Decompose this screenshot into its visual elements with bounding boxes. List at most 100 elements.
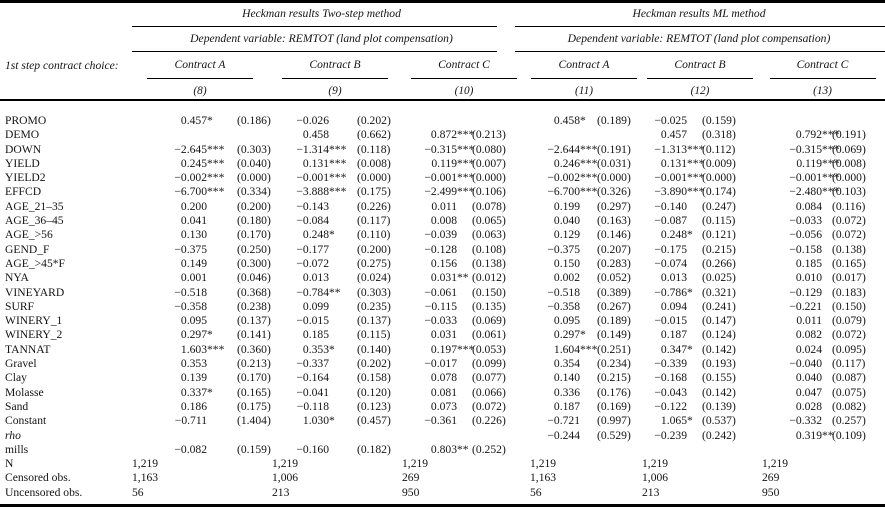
column-number-13: (13) (813, 85, 832, 97)
standard-error: (0.241) (702, 299, 736, 313)
standard-error: (0.065) (472, 214, 506, 228)
standard-error (329, 429, 400, 443)
standard-error: (0.052) (597, 271, 631, 285)
coefficient-value: 0.040 (760, 371, 822, 385)
coefficient-value: −0.711 (130, 414, 207, 428)
table-row: Gravel 0.353 (0.213) −0.337 (0.202) −0.017 (0.… (0, 357, 885, 371)
coefficient-value: 1.030 * (302, 414, 335, 428)
contract-row: Contract A Contract B Contract C Contrac… (0, 52, 885, 80)
standard-error: (0.137) (357, 314, 391, 328)
table-row: TANNAT 1.603 *** (0.360) 0.353 * (0.140) 0.197 *… (0, 343, 885, 357)
value-number: 1,219 (642, 457, 669, 471)
dependent-variable-left: Dependent variable: REMTOT (land plot co… (130, 27, 513, 52)
coefficient-value: 0.008 (400, 214, 457, 228)
coefficient-value (528, 128, 580, 142)
standard-error: (0.040) (237, 156, 271, 170)
value-number: −0.175 (654, 242, 687, 256)
row-label: rho (5, 428, 21, 442)
table-row: WINERY_2 0.297 * (0.141) 0.185 (0.115) 0.031 (0… (0, 328, 885, 342)
value-number: −0.177 (296, 242, 329, 256)
standard-error (207, 486, 270, 500)
coefficient-value: 0.094 (640, 300, 687, 314)
standard-error: (0.318) (702, 128, 736, 142)
coefficient-value: −0.315 *** (789, 142, 840, 156)
value-number: 0.457 (660, 128, 687, 142)
coefficient-value: 0.872 *** (430, 128, 475, 142)
standard-error: (0.108) (472, 242, 506, 256)
standard-error: (0.183) (832, 285, 866, 299)
value-number: 0.028 (795, 399, 822, 413)
row-label: SURF (5, 299, 35, 313)
standard-error (207, 128, 270, 142)
value-number: 950 (402, 485, 420, 499)
coefficient-value: −2.645 *** (174, 142, 225, 156)
row-label: Clay (5, 371, 27, 385)
coefficient-value: −0.061 (400, 286, 457, 300)
value-number: 0.297 (553, 328, 580, 342)
coefficient-value: −0.026 (270, 114, 329, 128)
standard-error: (0.116) (832, 199, 866, 213)
standard-error: (0.120) (357, 385, 391, 399)
coefficient-value: 0.187 (640, 328, 687, 342)
row-label: NYA (5, 271, 29, 285)
value-number: 0.047 (795, 385, 822, 399)
standard-error: (0.069) (832, 142, 866, 156)
table-row: Molasse 0.337 * (0.165) −0.041 (0.120) 0.081 (0… (0, 386, 885, 400)
standard-error (329, 486, 400, 500)
coefficient-value: 1,219 (760, 457, 822, 471)
value-number: −0.375 (174, 242, 207, 256)
standard-error (687, 443, 760, 457)
value-number: 0.031 (430, 271, 457, 285)
coefficient-value: 0.248 * (302, 228, 335, 242)
row-label: WINERY_2 (5, 328, 63, 342)
row-label: Constant (5, 414, 47, 428)
value-number: −0.033 (424, 314, 457, 328)
standard-error: (0.175) (237, 399, 271, 413)
coefficient-value: 0.353 * (302, 342, 335, 356)
coefficient-value: −0.361 (400, 414, 457, 428)
standard-error: (0.046) (237, 271, 271, 285)
value-number: 0.011 (431, 199, 457, 213)
value-number: 0.458 (553, 114, 580, 127)
table-row: EFFCD −6.700 *** (0.334) −3.888 *** (0.175) −2.… (0, 185, 885, 199)
coefficient-value: 0.095 (528, 314, 580, 328)
coefficient-value: −2.499 *** (424, 185, 475, 199)
coefficient-value: 0.130 (130, 228, 207, 242)
value-number: 0.002 (553, 271, 580, 285)
row-label: Censored obs. (5, 471, 71, 485)
coefficient-value: 1,006 (270, 471, 329, 485)
value-number: −0.168 (654, 371, 687, 385)
value-number: 0.119 (431, 156, 457, 170)
value-number: 0.156 (430, 256, 457, 270)
coefficient-value: 0.131 *** (302, 156, 347, 170)
standard-error: (0.138) (832, 242, 866, 256)
coefficient-value: 1,219 (528, 457, 580, 471)
table-row: AGE_>56 0.130 (0.170) 0.248 * (0.110) −0.039 (0… (0, 228, 885, 242)
standard-error (329, 471, 400, 485)
coefficient-value: 0.081 (400, 386, 457, 400)
value-number: 0.040 (795, 371, 822, 385)
column-number-8: (8) (193, 85, 207, 97)
standard-error: (0.117) (357, 214, 391, 228)
row-label: N (5, 457, 14, 471)
coefficient-value: 0.200 (130, 200, 207, 214)
coefficient-value: 0.011 (400, 200, 457, 214)
coefficient-value: −0.221 (760, 300, 822, 314)
coefficient-value: 0.353 (130, 357, 207, 371)
value-number: 0.131 (660, 156, 687, 170)
standard-error: (0.200) (237, 199, 271, 213)
standard-error: (0.165) (832, 256, 866, 270)
standard-error: (0.266) (702, 256, 736, 270)
value-number: 0.336 (553, 385, 580, 399)
value-number: −0.158 (789, 242, 822, 256)
standard-error: (0.000) (832, 171, 866, 185)
value-number: −0.358 (174, 299, 207, 313)
coefficient-value: 213 (270, 486, 329, 500)
value-number: −3.890 (654, 185, 687, 199)
standard-error: (0.213) (237, 357, 271, 371)
coefficient-value: 0.347 * (660, 342, 693, 356)
coefficient-value: −3.890 *** (654, 185, 705, 199)
standard-error: (0.202) (357, 357, 391, 371)
row-label: AGE_36–45 (5, 214, 64, 228)
value-number: −0.128 (424, 242, 457, 256)
